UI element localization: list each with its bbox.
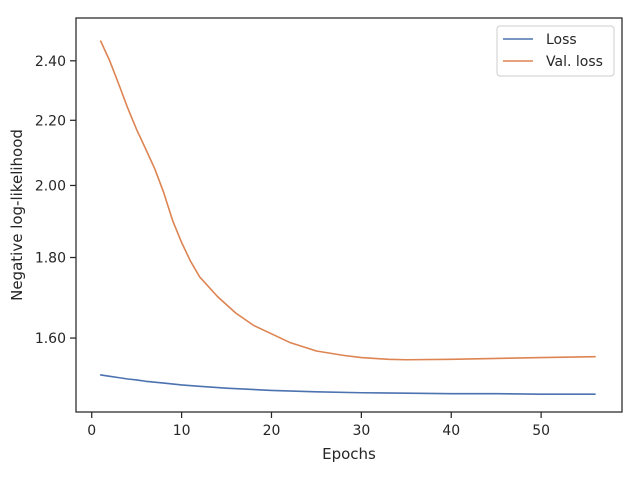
x-tick-label: 30 bbox=[352, 423, 370, 439]
y-tick-label: 2.00 bbox=[35, 178, 66, 194]
legend-label-loss: Loss bbox=[546, 32, 577, 48]
y-tick-label: 1.80 bbox=[35, 251, 66, 267]
series-layer bbox=[99, 40, 596, 395]
x-axis-label: Epochs bbox=[322, 445, 376, 463]
x-tick-label: 50 bbox=[532, 423, 550, 439]
y-axis-label: Negative log-likelihood bbox=[8, 129, 26, 301]
y-tick-label: 2.40 bbox=[35, 54, 66, 70]
legend: Loss Val. loss bbox=[496, 25, 615, 77]
x-tick-label: 10 bbox=[173, 423, 191, 439]
plot-area-frame bbox=[75, 17, 623, 413]
y-axis-ticks: 1.60 1.80 2.00 2.20 2.40 bbox=[35, 54, 76, 347]
x-tick-label: 40 bbox=[442, 423, 460, 439]
x-axis-ticks: 0 10 20 30 40 50 bbox=[87, 412, 550, 439]
y-tick-label: 1.60 bbox=[35, 331, 66, 347]
legend-label-val-loss: Val. loss bbox=[546, 54, 603, 70]
series-line-val-loss bbox=[99, 40, 596, 361]
x-tick-label: 20 bbox=[263, 423, 281, 439]
x-tick-label: 0 bbox=[87, 423, 96, 439]
series-line-loss bbox=[99, 374, 596, 395]
y-tick-label: 2.20 bbox=[35, 113, 66, 129]
